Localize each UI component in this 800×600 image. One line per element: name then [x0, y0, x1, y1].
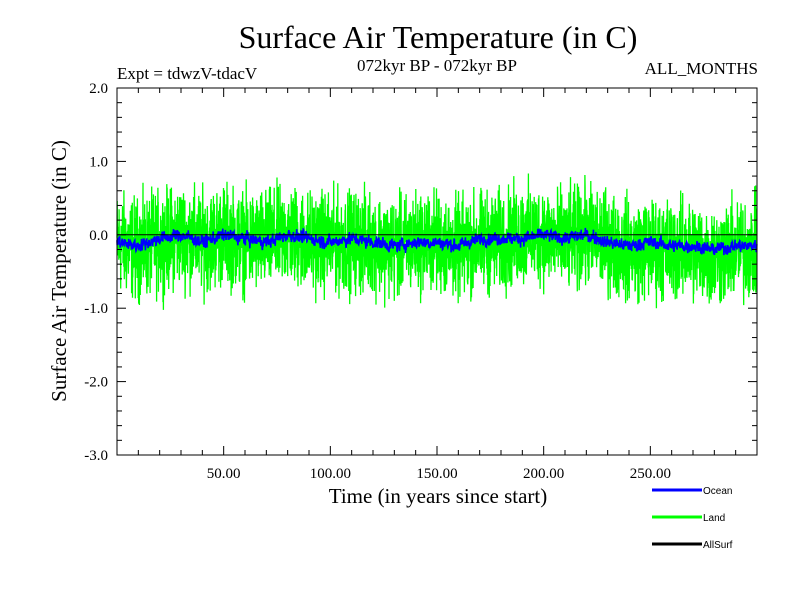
x-tick-label: 200.00: [523, 466, 564, 482]
x-axis-label: Time (in years since start): [329, 484, 548, 508]
plot-data: [116, 173, 758, 310]
legend-label-ocean: Ocean: [703, 486, 732, 497]
y-tick-label: 2.0: [89, 81, 108, 97]
y-tick-label: -2.0: [84, 375, 108, 391]
x-tick-label: 100.00: [310, 466, 351, 482]
y-axis-label: Surface Air Temperature (in C): [47, 140, 71, 402]
legend: Ocean Land AllSurf: [652, 486, 733, 551]
x-tick-label: 50.00: [207, 466, 241, 482]
axes: 50.00 100.00 150.00 200.00 250.00 2.0 1.0 0.0 -1…: [84, 81, 757, 482]
y-tick-label: -3.0: [84, 448, 108, 464]
experiment-label: Expt = tdwzV-tdacV: [117, 64, 258, 83]
legend-label-land: Land: [703, 513, 725, 524]
x-tick-label: 250.00: [630, 466, 671, 482]
months-label: ALL_MONTHS: [645, 59, 758, 78]
period-label: 072kyr BP - 072kyr BP: [357, 56, 517, 75]
x-tick-label: 150.00: [416, 466, 457, 482]
series-line-land: [116, 173, 758, 310]
y-tick-label: 1.0: [89, 154, 108, 170]
y-tick-label: -1.0: [84, 301, 108, 317]
legend-label-allsurf: AllSurf: [703, 540, 733, 551]
y-tick-label: 0.0: [89, 228, 108, 244]
chart-title: Surface Air Temperature (in C): [239, 19, 638, 55]
series-line-ocean: [116, 227, 758, 256]
